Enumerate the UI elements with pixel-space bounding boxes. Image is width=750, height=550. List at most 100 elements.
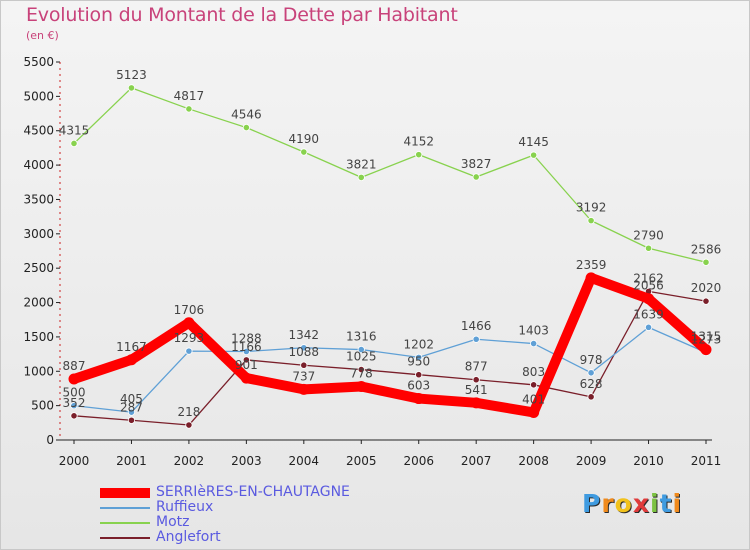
data-point (415, 353, 423, 361)
data-label: 541 (465, 383, 488, 397)
x-tick-label: 2001 (116, 454, 147, 468)
x-tick-label: 2009 (576, 454, 607, 468)
data-point (127, 408, 136, 416)
data-label: 2056 (633, 279, 664, 293)
data-point (242, 347, 250, 356)
x-tick-label: 2010 (633, 454, 664, 468)
data-label: 4145 (518, 135, 549, 149)
data-point (185, 421, 193, 429)
data-label: 5123 (116, 68, 147, 82)
data-point (415, 151, 423, 159)
data-label: 3192 (576, 201, 607, 215)
logo-letter: x (632, 489, 650, 518)
legend-label: Motz (156, 514, 190, 530)
data-label: 803 (522, 365, 545, 379)
logo-letter: t (659, 489, 673, 518)
y-tick-label: 4500 (23, 124, 54, 138)
series-line (69, 272, 711, 418)
data-label: 1273 (691, 333, 722, 347)
x-tick-label: 2000 (59, 454, 90, 468)
y-tick-label: 1500 (23, 330, 54, 344)
data-label: 737 (292, 369, 315, 383)
data-label: 1166 (231, 340, 262, 354)
data-point (70, 402, 78, 410)
y-tick-label: 3500 (23, 192, 54, 206)
data-point (242, 356, 250, 364)
series-line (73, 290, 707, 426)
legend-label: SERRIèRES-EN-CHAUTAGNE (156, 484, 350, 500)
legend-swatch (100, 522, 150, 524)
legend-label: Ruffieux (156, 499, 214, 515)
x-tick-label: 2008 (518, 454, 549, 468)
data-point (185, 347, 193, 355)
data-point (528, 406, 540, 418)
data-label: 3827 (461, 157, 492, 171)
data-point (70, 412, 78, 420)
data-point (643, 293, 655, 305)
legend-swatch (100, 507, 150, 509)
data-point (472, 335, 480, 343)
data-point (298, 383, 310, 395)
data-point (127, 416, 136, 424)
data-label: 1202 (403, 337, 434, 351)
logo-letter: P (582, 489, 602, 518)
data-point (415, 371, 423, 379)
data-point (644, 244, 653, 252)
data-label: 4817 (174, 89, 205, 103)
data-point (702, 297, 710, 305)
chart-subtitle: (en €) (26, 29, 59, 42)
legend-swatch (100, 537, 150, 539)
proxiti-logo: Proxiti (582, 489, 682, 518)
data-point (530, 151, 538, 159)
chart-title: Evolution du Montant de la Dette par Hab… (26, 4, 458, 26)
y-tick-label: 5500 (23, 55, 54, 69)
legend-swatch (100, 488, 150, 498)
logo-letter: i (650, 489, 660, 518)
data-label: 3821 (346, 157, 377, 171)
data-label: 1639 (633, 307, 664, 321)
data-point (70, 139, 78, 148)
data-label: 500 (63, 386, 86, 400)
data-point (355, 381, 367, 393)
data-point (644, 323, 653, 331)
data-label: 2790 (633, 228, 664, 242)
data-point (125, 354, 137, 366)
data-label: 603 (407, 379, 430, 393)
data-point (185, 105, 193, 113)
data-point (700, 344, 712, 356)
x-tick-label: 2002 (174, 454, 205, 468)
data-point (300, 148, 308, 156)
x-tick-label: 2004 (289, 454, 320, 468)
data-label: 778 (350, 367, 373, 381)
data-label: 1342 (289, 328, 320, 342)
series-line (73, 87, 707, 263)
data-point (530, 339, 538, 348)
chart-axes: 0 500 1000 1500 2000 2500 3000 3500 4000 4500 5000… (23, 55, 721, 468)
data-label: 1403 (518, 324, 549, 338)
data-label: 1088 (289, 345, 320, 359)
data-point (300, 361, 308, 369)
data-label: 2359 (576, 258, 607, 272)
data-point (357, 173, 365, 181)
data-label: 1288 (231, 331, 262, 345)
data-labels-layer: 352 287 218 1166 1088 1025 950 877 803 628 2162 202… (59, 68, 722, 419)
y-tick-label: 0 (46, 433, 54, 447)
data-label: 901 (235, 358, 258, 372)
x-tick-label: 2011 (691, 454, 722, 468)
x-tick-label: 2006 (403, 454, 434, 468)
data-label: 1293 (174, 331, 205, 345)
series-line (73, 326, 707, 413)
y-tick-label: 2000 (23, 296, 54, 310)
data-label: 287 (120, 400, 143, 414)
data-point (68, 373, 80, 385)
y-tick-label: 3000 (23, 227, 54, 241)
data-point (470, 397, 482, 409)
data-label: 1025 (346, 350, 377, 364)
data-label: 877 (465, 360, 488, 374)
data-label: 1316 (346, 330, 377, 344)
logo-letter: o (614, 489, 633, 518)
y-tick-label: 1000 (23, 364, 54, 378)
data-label: 352 (63, 396, 86, 410)
data-point (357, 365, 365, 374)
